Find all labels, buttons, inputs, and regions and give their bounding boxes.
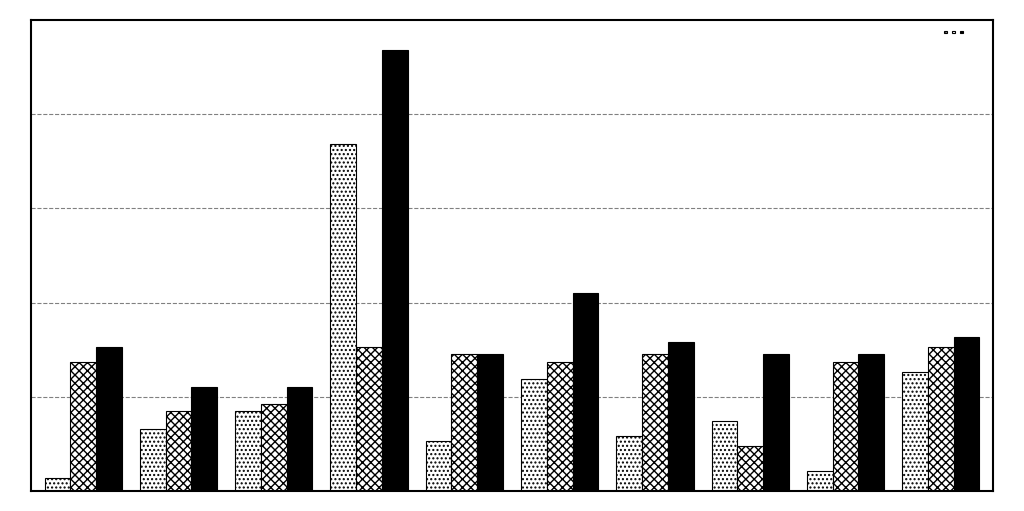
Bar [521,379,547,491]
Legend: , , : , , [944,31,964,33]
Bar [356,347,382,491]
Bar [44,478,71,491]
Bar [140,429,166,491]
Bar [477,355,503,491]
Bar [953,337,980,491]
Bar [236,411,261,491]
Bar [807,471,833,491]
Bar [547,362,572,491]
Bar [96,347,122,491]
Bar [668,342,693,491]
Bar [902,372,928,491]
Bar [261,404,287,491]
Bar [166,411,191,491]
Bar [858,355,884,491]
Bar [452,355,477,491]
Bar [712,421,737,491]
Bar [71,362,96,491]
Bar [572,293,598,491]
Bar [331,144,356,491]
Bar [616,436,642,491]
Bar [642,355,668,491]
Bar [928,347,953,491]
Bar [737,446,763,491]
Bar [382,50,408,491]
Bar [191,387,217,491]
Bar [833,362,858,491]
Bar [426,441,452,491]
Bar [287,387,312,491]
Bar [763,355,788,491]
